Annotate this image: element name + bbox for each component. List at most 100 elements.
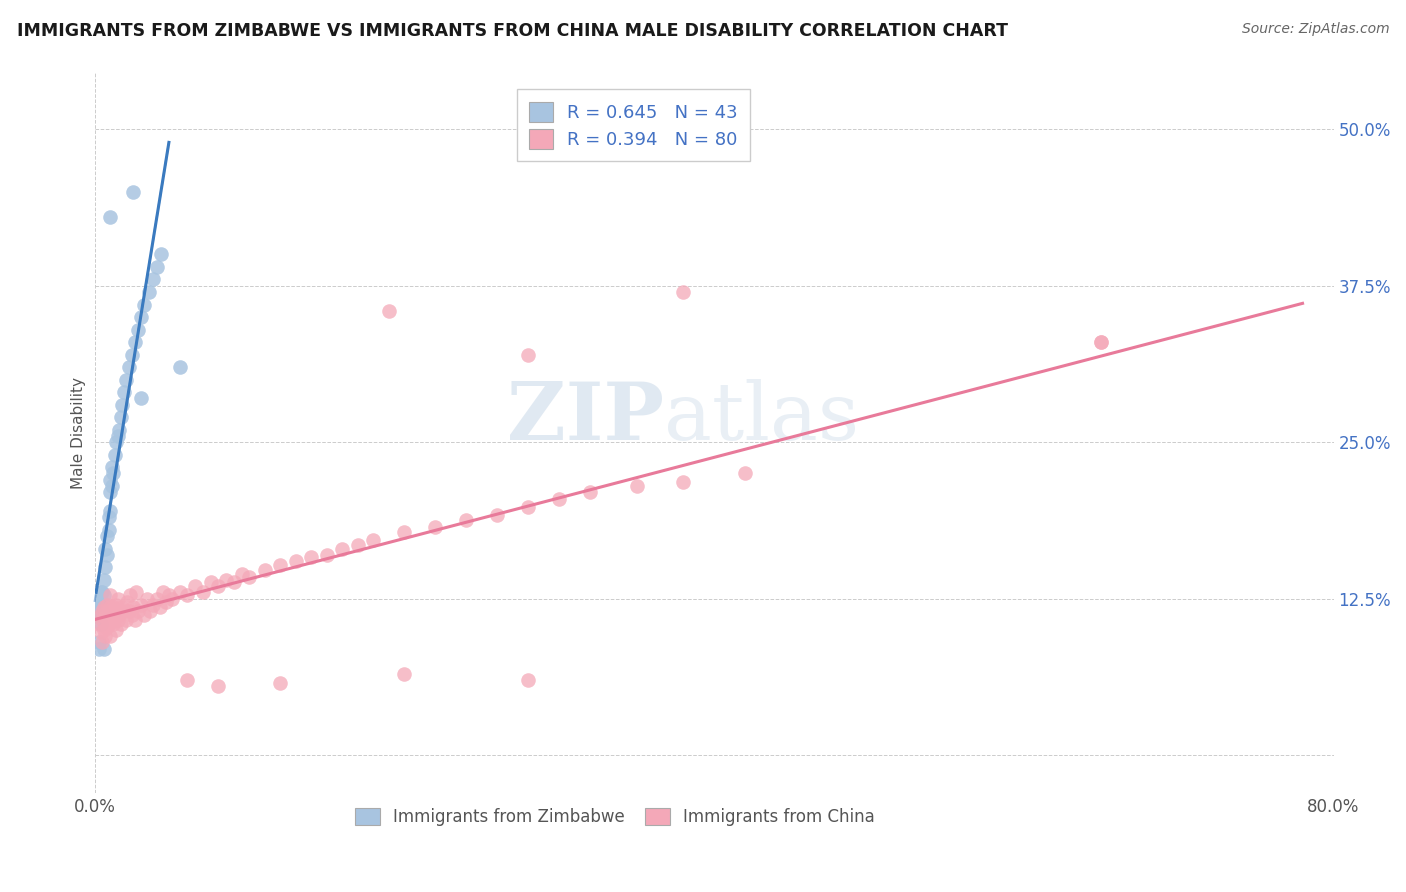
Point xyxy=(136,591,159,606)
Point xyxy=(93,588,115,602)
Point xyxy=(117,604,139,618)
Point xyxy=(93,600,115,615)
Point xyxy=(672,285,695,299)
Point xyxy=(129,598,152,612)
Point xyxy=(96,548,118,562)
Point xyxy=(139,604,162,618)
Point xyxy=(90,625,112,640)
Point xyxy=(114,613,136,627)
Point xyxy=(91,613,114,627)
Point xyxy=(96,620,118,634)
Point xyxy=(160,591,183,606)
Point xyxy=(94,610,117,624)
Point xyxy=(191,585,214,599)
Point xyxy=(89,641,111,656)
Point xyxy=(98,600,121,615)
Point xyxy=(253,563,276,577)
Point xyxy=(1090,334,1112,349)
Point xyxy=(734,467,756,481)
Point xyxy=(96,598,118,612)
Point xyxy=(184,579,207,593)
Point xyxy=(93,641,115,656)
Point xyxy=(169,585,191,599)
Point xyxy=(105,623,128,637)
Point xyxy=(150,247,173,261)
Point xyxy=(138,285,160,299)
Y-axis label: Male Disability: Male Disability xyxy=(72,376,86,489)
Point xyxy=(269,675,291,690)
Point xyxy=(332,541,354,556)
Point xyxy=(91,604,114,618)
Point xyxy=(222,575,245,590)
Point xyxy=(105,435,128,450)
Point xyxy=(134,297,156,311)
Point xyxy=(157,588,180,602)
Point xyxy=(363,533,385,547)
Text: Source: ZipAtlas.com: Source: ZipAtlas.com xyxy=(1241,22,1389,37)
Point xyxy=(207,579,229,593)
Point xyxy=(122,600,145,615)
Point xyxy=(98,613,121,627)
Legend: Immigrants from Zimbabwe, Immigrants from China: Immigrants from Zimbabwe, Immigrants fro… xyxy=(346,800,883,835)
Point xyxy=(124,613,146,627)
Point xyxy=(1090,334,1112,349)
Point xyxy=(94,560,117,574)
Point xyxy=(129,392,152,406)
Text: atlas: atlas xyxy=(665,379,859,458)
Point xyxy=(122,185,145,199)
Point xyxy=(394,525,416,540)
Point xyxy=(315,548,337,562)
Point xyxy=(98,473,121,487)
Point xyxy=(110,410,132,425)
Point xyxy=(127,604,149,618)
Point xyxy=(110,616,132,631)
Point xyxy=(107,613,129,627)
Point xyxy=(149,600,172,615)
Point xyxy=(378,303,401,318)
Point xyxy=(98,485,121,500)
Point xyxy=(111,600,134,615)
Point xyxy=(93,573,115,587)
Point xyxy=(269,558,291,572)
Point xyxy=(347,538,370,552)
Point xyxy=(89,616,111,631)
Point xyxy=(96,607,118,622)
Point xyxy=(90,616,112,631)
Point xyxy=(96,529,118,543)
Point xyxy=(97,616,120,631)
Point xyxy=(100,479,122,493)
Point xyxy=(100,610,122,624)
Point xyxy=(200,575,222,590)
Point xyxy=(111,398,134,412)
Point xyxy=(120,588,142,602)
Point xyxy=(486,508,509,522)
Point xyxy=(176,673,198,687)
Point xyxy=(517,348,540,362)
Point xyxy=(98,210,121,224)
Point xyxy=(89,635,111,649)
Point xyxy=(90,607,112,622)
Point xyxy=(89,591,111,606)
Point xyxy=(91,585,114,599)
Point xyxy=(134,607,156,622)
Point xyxy=(152,585,174,599)
Text: ZIP: ZIP xyxy=(508,379,665,458)
Point xyxy=(101,616,124,631)
Point xyxy=(98,629,121,643)
Point xyxy=(97,523,120,537)
Point xyxy=(98,588,121,602)
Point xyxy=(142,272,165,286)
Point xyxy=(125,585,148,599)
Point xyxy=(142,598,165,612)
Point xyxy=(105,598,128,612)
Point xyxy=(425,520,447,534)
Point xyxy=(90,600,112,615)
Point xyxy=(93,623,115,637)
Point xyxy=(112,604,135,618)
Point xyxy=(127,322,149,336)
Point xyxy=(517,673,540,687)
Point xyxy=(238,570,260,584)
Point xyxy=(101,467,124,481)
Point xyxy=(94,629,117,643)
Point xyxy=(108,607,131,622)
